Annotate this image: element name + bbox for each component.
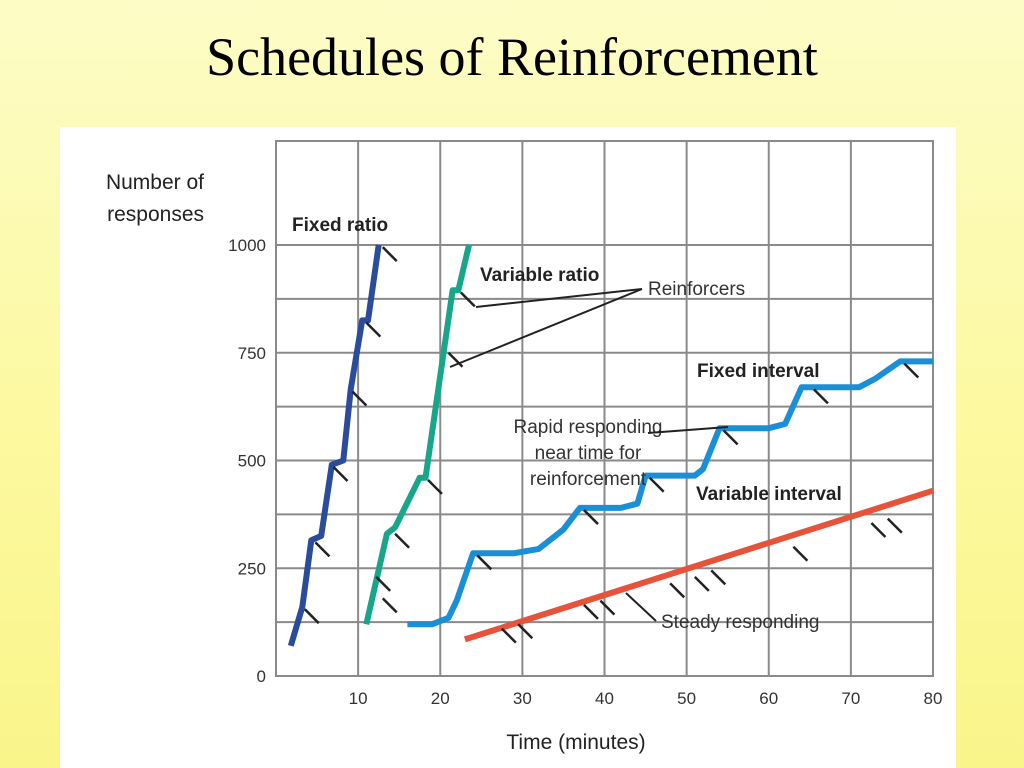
y-tick-label: 0 xyxy=(257,667,266,686)
series-name-label: Variable ratio xyxy=(480,265,599,286)
reinforcer-mark xyxy=(870,522,887,538)
chart-labels: 0 250 500 750 1000 10 20 30 40 50 60 70 80 Number of r… xyxy=(106,171,943,754)
series-name-label: Fixed ratio xyxy=(292,215,388,236)
annotation-pointer xyxy=(449,288,643,368)
x-tick-label: 20 xyxy=(431,689,450,708)
chart-series xyxy=(287,244,934,647)
annotation-pointer xyxy=(625,592,657,622)
x-tick-label: 30 xyxy=(513,689,532,708)
chart-svg: 0 250 500 750 1000 10 20 30 40 50 60 70 80 Number of r… xyxy=(106,140,943,754)
reinforcer-mark xyxy=(394,532,410,549)
series-line xyxy=(407,358,933,628)
reinforcer-mark xyxy=(669,582,686,599)
x-axis-label: Time (minutes) xyxy=(506,731,645,754)
series-name-label: Variable interval xyxy=(696,484,842,505)
chart-reinforcers xyxy=(303,246,920,644)
annotation-rapid-line: reinforcement xyxy=(530,469,647,490)
y-tick-label: 1000 xyxy=(228,236,266,255)
y-tick-label: 500 xyxy=(238,452,266,471)
reinforcer-mark xyxy=(459,291,476,308)
x-tick-label: 40 xyxy=(595,689,614,708)
reinforcer-mark xyxy=(427,479,443,495)
y-axis-label-line1: Number of xyxy=(106,171,204,194)
reinforcer-mark xyxy=(447,351,464,368)
reinforcer-mark xyxy=(722,429,739,446)
reinforcer-mark xyxy=(381,597,398,614)
y-tick-label: 750 xyxy=(238,344,266,363)
reinforcer-mark xyxy=(599,599,616,616)
series-name-label: Fixed interval xyxy=(697,361,820,382)
reinforcer-mark xyxy=(583,509,599,525)
reinforcer-mark xyxy=(314,541,331,558)
reinforcer-mark xyxy=(375,575,392,592)
y-tick-label: 250 xyxy=(238,559,266,578)
x-tick-label: 80 xyxy=(924,689,943,708)
series-line xyxy=(287,244,382,647)
reinforcer-mark xyxy=(476,554,493,571)
x-tick-label: 10 xyxy=(349,689,368,708)
annotation-rapid-line: Rapid responding xyxy=(514,417,663,438)
reinforcer-mark xyxy=(303,608,320,625)
reinforcer-mark xyxy=(903,362,920,379)
x-tick-label: 50 xyxy=(677,689,696,708)
reinforcer-mark xyxy=(813,388,829,405)
x-tick-label: 70 xyxy=(841,689,860,708)
reinforcer-mark xyxy=(792,545,809,562)
reinforcer-mark xyxy=(693,575,710,592)
annotation-steady: Steady responding xyxy=(661,612,819,633)
annotation-rapid-line: near time for xyxy=(535,443,642,464)
reinforcer-mark xyxy=(381,246,398,263)
reinforcer-mark xyxy=(583,604,599,620)
reinforcer-mark xyxy=(886,517,903,534)
reinforcer-mark xyxy=(500,627,517,644)
series-line xyxy=(363,244,472,625)
chart-panel: 0 250 500 750 1000 10 20 30 40 50 60 70 80 Number of r… xyxy=(60,127,956,768)
reinforcer-mark xyxy=(648,476,665,493)
chart-grid xyxy=(275,140,934,677)
slide-title: Schedules of Reinforcement xyxy=(206,27,818,87)
series-line xyxy=(463,487,934,643)
y-axis-label-line2: responses xyxy=(107,203,204,226)
reinforcer-mark xyxy=(351,390,368,407)
reinforcer-mark xyxy=(332,466,349,482)
x-tick-label: 60 xyxy=(759,689,778,708)
reinforcer-mark xyxy=(365,321,382,338)
annotation-pointer xyxy=(475,288,643,308)
reinforcer-mark xyxy=(517,623,534,640)
annotation-reinforcers: Reinforcers xyxy=(648,279,745,300)
reinforcer-mark xyxy=(710,569,727,586)
annotation-pointer xyxy=(647,426,729,434)
